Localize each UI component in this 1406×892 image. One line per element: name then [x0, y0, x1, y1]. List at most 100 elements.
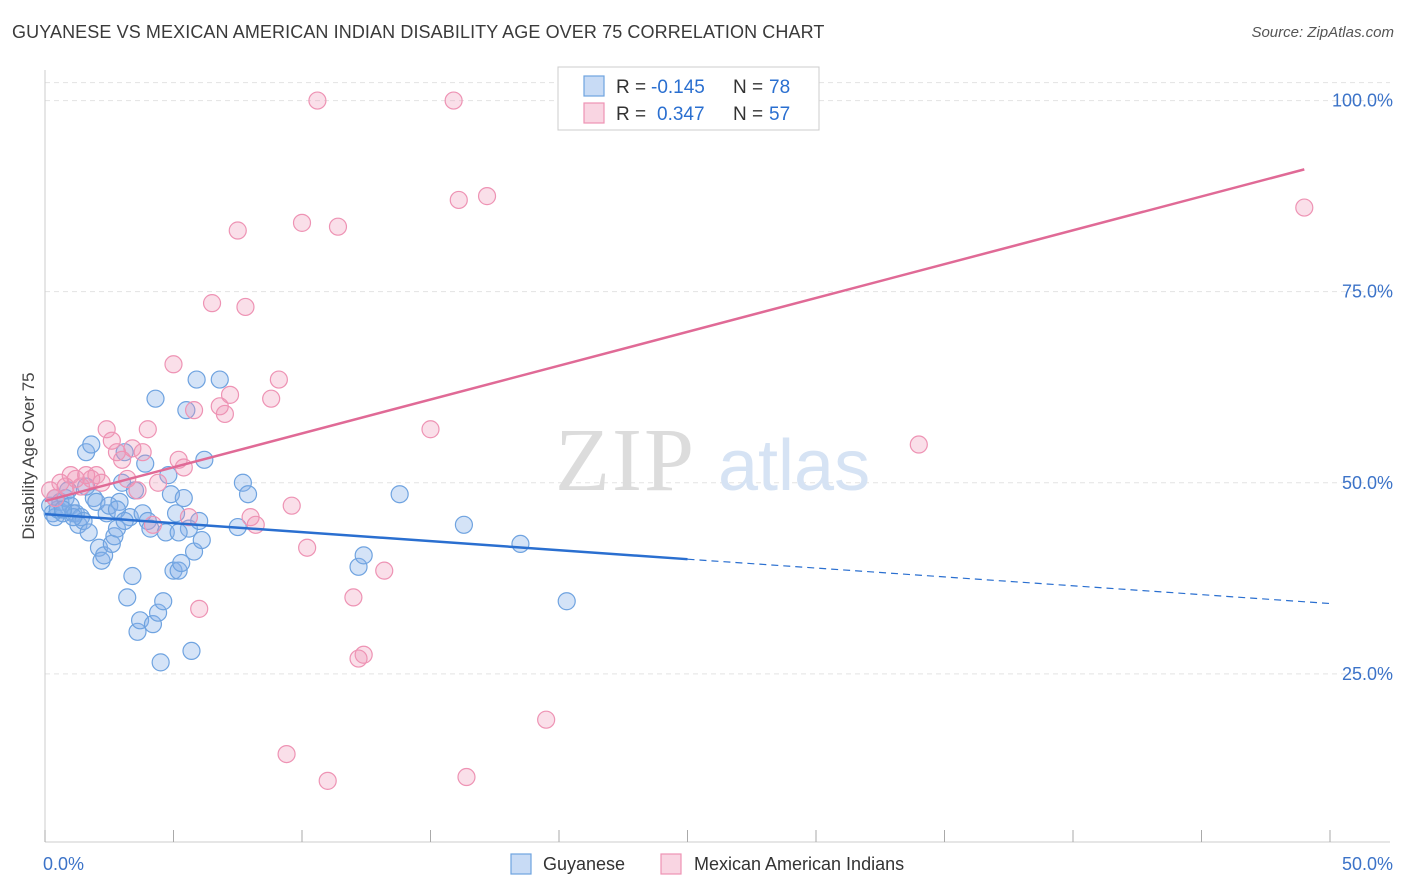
x-tick-label-0: 0.0% [43, 854, 84, 874]
stats-r-label-guyanese: R = [616, 77, 646, 98]
guyanese-point-48 [164, 561, 183, 580]
stats-legend: R = -0.145 N = 78 R = 0.347 N = 57 [557, 66, 820, 131]
mexican-point-17 [128, 481, 147, 500]
guyanese-point-30 [118, 588, 137, 607]
guyanese-point-44 [154, 592, 173, 611]
mexican-point-48 [375, 561, 394, 580]
mexican-point-36 [262, 389, 281, 408]
mexican-point-27 [190, 599, 209, 618]
mexican-point-20 [143, 515, 163, 534]
mexican-point-24 [174, 458, 193, 477]
mexican-point-54 [537, 710, 556, 729]
mexican-point-50 [444, 91, 463, 110]
data-points [41, 91, 1314, 790]
trend-lines [44, 168, 1331, 605]
guyanese-point-15 [79, 523, 98, 542]
mexican-point-41 [298, 538, 317, 557]
mexican-point-43 [318, 771, 337, 790]
guyanese-point-74 [169, 523, 188, 542]
stats-r-value-mexican: 0.347 [657, 104, 705, 125]
mexican-point-31 [220, 385, 240, 404]
mexican-point-37 [269, 370, 288, 389]
guyanese-point-64 [238, 485, 258, 504]
guyanese-point-66 [354, 546, 373, 565]
chart-source: Source: ZipAtlas.com [1251, 24, 1394, 41]
guyanese-point-70 [557, 592, 576, 611]
y-tick-label-0: 25.0% [1342, 664, 1393, 684]
series-legend: Guyanese Mexican American Indians [510, 853, 904, 875]
guyanese-point-69 [511, 534, 530, 554]
chart-title: GUYANESE VS MEXICAN AMERICAN INDIAN DISA… [12, 22, 825, 42]
x-tick-labels: 0.0% 50.0% [43, 854, 1393, 874]
mexican-point-38 [277, 744, 296, 764]
y-tick-labels: 25.0% 50.0% 75.0% 100.0% [1332, 91, 1393, 684]
y-tick-label-1: 50.0% [1342, 473, 1393, 493]
legend-swatch-mexican [660, 853, 682, 875]
mexican-point-49 [421, 420, 440, 439]
mexican-point-11 [97, 420, 116, 439]
mexican-point-30 [215, 404, 234, 424]
mexican-point-21 [148, 473, 168, 492]
y-tick-label-3: 100.0% [1332, 91, 1393, 111]
mexican-point-47 [354, 645, 373, 664]
mexican-trend-line [44, 168, 1305, 503]
watermark: ZIP atlas [555, 411, 870, 510]
gridlines [45, 82, 1390, 675]
mexican-point-42 [308, 91, 327, 110]
mexican-point-33 [236, 297, 255, 317]
y-tick-label-2: 75.0% [1342, 282, 1393, 302]
x-tick-label-1: 50.0% [1342, 854, 1393, 874]
stats-swatch-mexican [583, 102, 605, 124]
mexican-point-19 [138, 420, 157, 439]
y-axis-label: Disability Age Over 75 [19, 372, 38, 539]
watermark-zip: ZIP [555, 411, 696, 510]
mexican-point-25 [179, 508, 199, 527]
mexican-point-40 [292, 213, 312, 232]
mexican-point-53 [477, 187, 497, 206]
guyanese-point-34 [128, 622, 147, 641]
stats-swatch-guyanese [583, 75, 605, 97]
watermark-atlas: atlas [718, 426, 870, 506]
guyanese-point-55 [182, 641, 201, 661]
mexican-point-26 [184, 401, 204, 420]
guyanese-point-37 [136, 454, 155, 473]
mexican-point-51 [449, 190, 468, 210]
guyanese-point-57 [187, 370, 206, 389]
legend-swatch-guyanese [510, 853, 532, 875]
mexican-point-14 [112, 450, 132, 469]
guyanese-point-59 [192, 530, 211, 550]
guyanese-point-68 [454, 515, 474, 534]
stats-r-label-mexican: R = [616, 104, 646, 125]
legend-label-guyanese: Guyanese [543, 854, 625, 874]
stats-r-value-guyanese: -0.145 [651, 77, 705, 98]
guyanese-point-51 [172, 553, 191, 573]
legend-label-mexican: Mexican American Indians [694, 854, 904, 874]
mexican-point-56 [1295, 198, 1314, 217]
mexican-point-45 [344, 588, 363, 607]
mexican-point-55 [909, 435, 928, 454]
stats-n-label-guyanese: N = [733, 77, 763, 98]
mexican-point-32 [228, 221, 247, 240]
guyanese-point-32 [123, 566, 142, 586]
guyanese-point-41 [146, 389, 165, 408]
mexican-point-18 [133, 443, 152, 462]
mexican-point-22 [164, 355, 183, 374]
mexican-point-52 [457, 767, 476, 787]
stats-n-value-guyanese: 78 [769, 77, 790, 98]
guyanese-point-43 [151, 653, 170, 672]
guyanese-trend-line [44, 512, 688, 561]
guyanese-point-5 [53, 504, 73, 523]
guyanese-point-65 [349, 557, 368, 576]
axes [44, 70, 1390, 843]
mexican-point-35 [246, 515, 265, 534]
guyanese-trend-extension [687, 558, 1331, 605]
guyanese-point-42 [148, 603, 168, 622]
mexican-point-28 [202, 294, 222, 313]
guyanese-point-16 [82, 435, 101, 454]
guyanese-point-52 [174, 488, 193, 508]
mexican-point-16 [123, 439, 142, 458]
guyanese-point-61 [210, 370, 229, 389]
stats-n-label-mexican: N = [733, 104, 763, 125]
guyanese-point-67 [390, 485, 409, 504]
